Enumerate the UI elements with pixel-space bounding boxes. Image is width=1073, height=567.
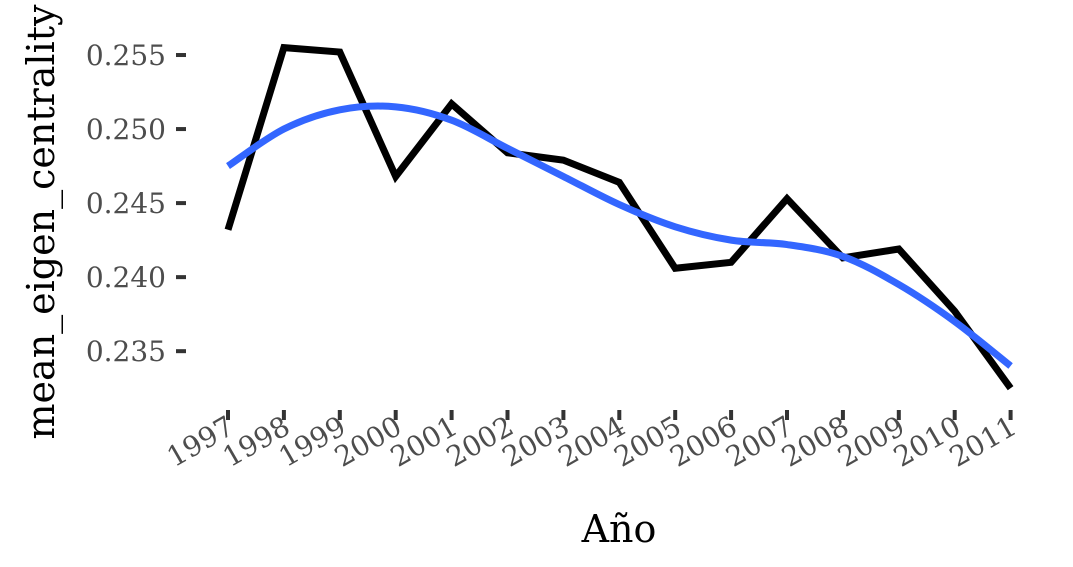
series-line (224, 43, 1014, 391)
y-tick-label: 0.235 (86, 335, 166, 368)
series-line-smooth (226, 102, 1013, 369)
y-axis-title: mean_eigen_centrality (19, 4, 64, 439)
plot-area (224, 43, 1014, 391)
y-axis: 0.235 0.240 0.245 0.250 0.255 (86, 39, 186, 368)
y-tick-label: 0.245 (86, 187, 166, 220)
y-tick-label: 0.255 (86, 39, 166, 72)
y-tick-label: 0.250 (86, 113, 166, 146)
y-tick-label: 0.240 (86, 261, 166, 294)
x-axis: 1997199819992000200120022003200420052006… (161, 409, 1022, 473)
x-axis-title: Año (581, 507, 657, 551)
